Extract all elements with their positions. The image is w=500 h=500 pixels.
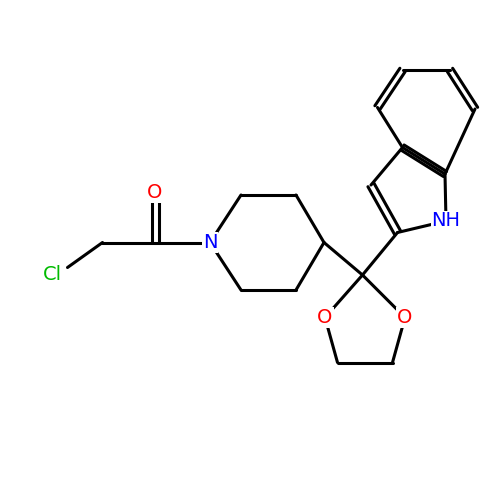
Text: N: N xyxy=(203,233,217,252)
Text: Cl: Cl xyxy=(43,266,62,284)
Text: NH: NH xyxy=(432,212,460,231)
Text: O: O xyxy=(398,308,412,327)
Text: O: O xyxy=(148,183,162,202)
Text: O: O xyxy=(318,308,332,327)
